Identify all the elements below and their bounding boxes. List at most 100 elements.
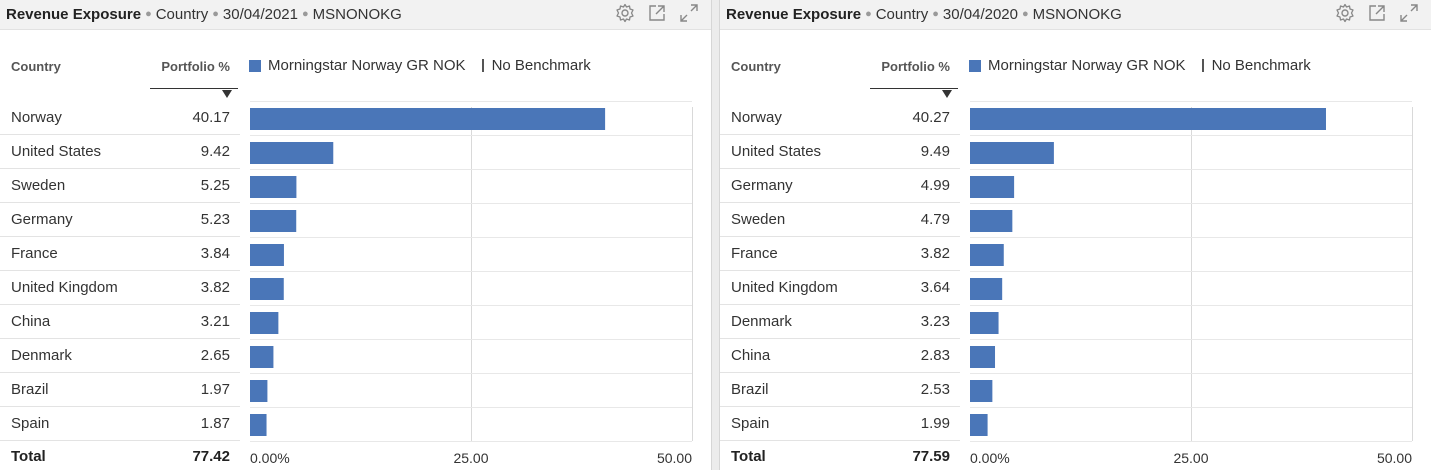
bar-sweden bbox=[250, 176, 297, 198]
portfolio-value: 4.99 bbox=[920, 177, 950, 194]
portfolio-value: 3.23 bbox=[920, 313, 950, 330]
table-row[interactable]: Brazil 1.97 bbox=[0, 373, 240, 407]
portfolio-value: 2.53 bbox=[920, 381, 950, 398]
panel-title: Revenue Exposure bbox=[726, 6, 862, 23]
popout-icon[interactable] bbox=[1367, 3, 1387, 23]
total-row: Total 77.42 bbox=[0, 440, 240, 470]
table-row[interactable]: China 3.21 bbox=[0, 305, 240, 339]
table-row[interactable]: United States 9.49 bbox=[720, 135, 960, 169]
country-list: Norway 40.27 United States 9.49 Germany 4.9… bbox=[720, 101, 960, 441]
portfolio-column-header[interactable]: Portfolio % bbox=[161, 59, 230, 74]
country-name: Denmark bbox=[11, 347, 72, 364]
bar-france bbox=[250, 244, 284, 266]
sort-descending-icon[interactable] bbox=[222, 90, 232, 98]
portfolio-value: 3.82 bbox=[920, 245, 950, 262]
table-row[interactable]: Spain 1.99 bbox=[720, 407, 960, 441]
sort-descending-icon[interactable] bbox=[942, 90, 952, 98]
country-column-header[interactable]: Country bbox=[731, 59, 781, 74]
table-row[interactable]: United Kingdom 3.82 bbox=[0, 271, 240, 305]
legend-series-label: Morningstar Norway GR NOK bbox=[988, 57, 1186, 74]
bar-china bbox=[250, 312, 279, 334]
bar-germany bbox=[970, 176, 1015, 198]
country-column-header[interactable]: Country bbox=[11, 59, 61, 74]
x-tick-label: 0.00% bbox=[250, 450, 290, 466]
portfolio-value: 3.21 bbox=[200, 313, 230, 330]
breadcrumb: Revenue Exposure ● Country ● 30/04/2021 ● MSNO… bbox=[6, 6, 402, 25]
country-name: Germany bbox=[731, 177, 793, 194]
portfolio-column-header[interactable]: Portfolio % bbox=[881, 59, 950, 74]
table-row[interactable]: United Kingdom 3.64 bbox=[720, 271, 960, 305]
x-tick-label: 25.00 bbox=[453, 450, 488, 466]
table-row[interactable]: Sweden 4.79 bbox=[720, 203, 960, 237]
country-name: Sweden bbox=[11, 177, 66, 194]
country-name: China bbox=[11, 313, 51, 330]
portfolio-value: 40.27 bbox=[912, 109, 950, 126]
country-name: Brazil bbox=[731, 381, 769, 398]
country-name: United Kingdom bbox=[11, 279, 118, 296]
x-tick-label: 50.00 bbox=[657, 450, 692, 466]
table-row[interactable]: Norway 40.27 bbox=[720, 101, 960, 135]
legend-swatch bbox=[969, 59, 981, 72]
panel-title: Revenue Exposure bbox=[6, 6, 142, 23]
breadcrumb-code: MSNONOKG bbox=[312, 6, 402, 23]
breadcrumb-category: Country bbox=[155, 6, 209, 23]
separator-dot-icon: ● bbox=[865, 8, 872, 20]
bar-brazil bbox=[250, 380, 268, 402]
table-row[interactable]: United States 9.42 bbox=[0, 135, 240, 169]
country-name: United States bbox=[731, 143, 822, 160]
gear-icon[interactable] bbox=[615, 3, 635, 23]
country-name: China bbox=[731, 347, 771, 364]
table-row[interactable]: Denmark 2.65 bbox=[0, 339, 240, 373]
breadcrumb-code: MSNONOKG bbox=[1032, 6, 1122, 23]
country-name: Norway bbox=[11, 109, 62, 126]
country-name: Sweden bbox=[731, 211, 786, 228]
bar-china bbox=[970, 346, 996, 368]
table-row[interactable]: Norway 40.17 bbox=[0, 101, 240, 135]
legend-swatch bbox=[249, 59, 261, 72]
table-row[interactable]: Germany 5.23 bbox=[0, 203, 240, 237]
portfolio-value: 40.17 bbox=[192, 109, 230, 126]
legend-benchmark-label: No Benchmark bbox=[491, 57, 591, 74]
expand-icon[interactable] bbox=[679, 3, 699, 23]
breadcrumb: Revenue Exposure ● Country ● 30/04/2020 ● MSNO… bbox=[726, 6, 1122, 25]
revenue-exposure-panel-2020: Revenue Exposure ● Country ● 30/04/2020 ● MSNO… bbox=[720, 0, 1431, 470]
revenue-exposure-panel-2021: Revenue Exposure ● Country ● 30/04/2021 ● MSNO… bbox=[0, 0, 711, 470]
bar-united-kingdom bbox=[970, 278, 1003, 300]
gear-icon[interactable] bbox=[1335, 3, 1355, 23]
country-name: United States bbox=[11, 143, 102, 160]
table-row[interactable]: France 3.84 bbox=[0, 237, 240, 271]
expand-icon[interactable] bbox=[1399, 3, 1419, 23]
bar-united-states bbox=[970, 142, 1054, 164]
breadcrumb-date: 30/04/2020 bbox=[942, 6, 1018, 23]
bar-denmark bbox=[250, 346, 274, 368]
chart-legend: Morningstar Norway GR NOK No Benchmark bbox=[249, 57, 591, 74]
table-row[interactable]: Spain 1.87 bbox=[0, 407, 240, 441]
portfolio-value: 9.49 bbox=[920, 143, 950, 160]
popout-icon[interactable] bbox=[647, 3, 667, 23]
portfolio-value: 1.99 bbox=[920, 415, 950, 432]
table-row[interactable]: France 3.82 bbox=[720, 237, 960, 271]
bar-united-kingdom bbox=[250, 278, 284, 300]
portfolio-value: 2.83 bbox=[920, 347, 950, 364]
table-row[interactable]: Sweden 5.25 bbox=[0, 169, 240, 203]
table-row[interactable]: Brazil 2.53 bbox=[720, 373, 960, 407]
portfolio-value: 3.84 bbox=[200, 245, 230, 262]
table-row[interactable]: China 2.83 bbox=[720, 339, 960, 373]
country-name: Denmark bbox=[731, 313, 792, 330]
total-value: 77.42 bbox=[192, 448, 230, 465]
table-row[interactable]: Germany 4.99 bbox=[720, 169, 960, 203]
panel-divider[interactable] bbox=[711, 0, 720, 470]
country-list: Norway 40.17 United States 9.42 Sweden 5.25… bbox=[0, 101, 240, 441]
country-name: Spain bbox=[11, 415, 50, 432]
bar-chart: 0.00% 25.00 50.00 bbox=[970, 101, 1413, 466]
table-row[interactable]: Denmark 3.23 bbox=[720, 305, 960, 339]
separator-dot-icon: ● bbox=[212, 8, 219, 20]
portfolio-value: 5.25 bbox=[200, 177, 230, 194]
x-tick-label: 50.00 bbox=[1377, 450, 1412, 466]
portfolio-value: 2.65 bbox=[200, 347, 230, 364]
total-label: Total bbox=[11, 448, 46, 465]
benchmark-marker-icon bbox=[1201, 59, 1204, 72]
bar-spain bbox=[250, 414, 267, 436]
bar-brazil bbox=[970, 380, 993, 402]
bar-spain bbox=[970, 414, 988, 436]
